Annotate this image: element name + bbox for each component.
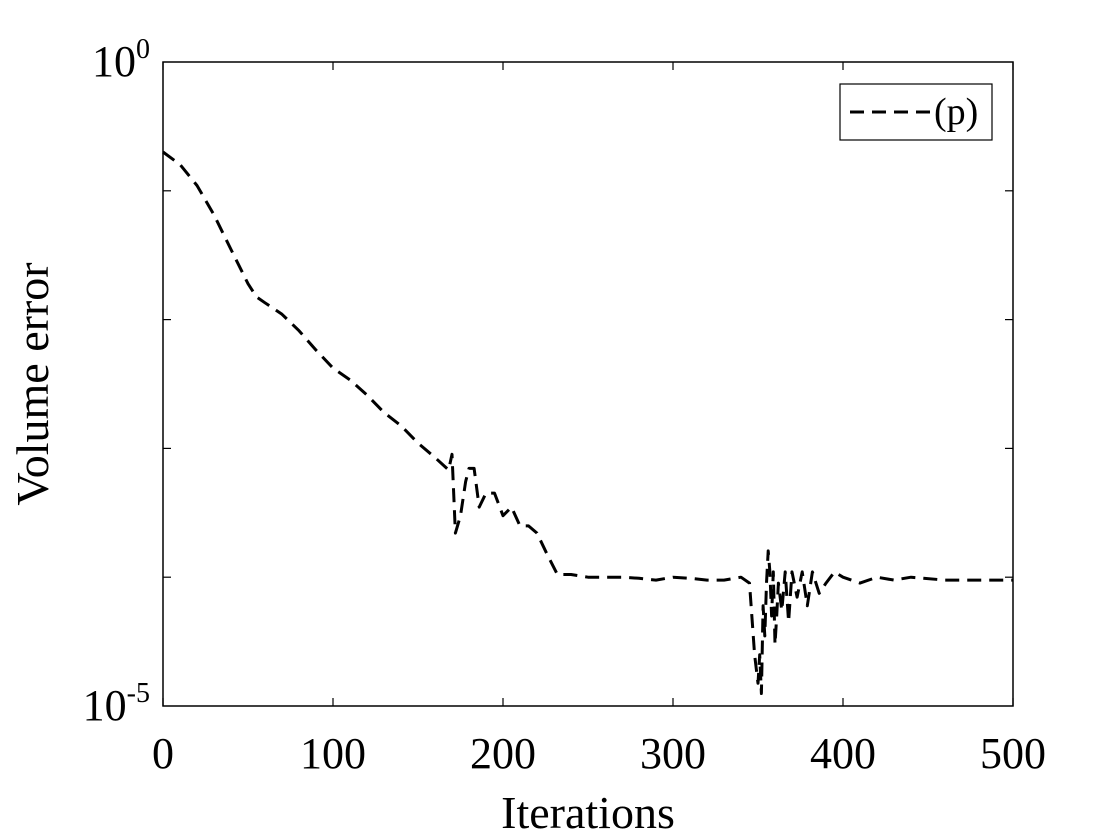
y-tick-label: 100 [92, 34, 150, 86]
y-tick-label: 10-5 [83, 678, 150, 730]
y-tick-base: 10 [83, 681, 127, 730]
legend-label: (p) [934, 91, 978, 133]
x-tick-label: 100 [300, 729, 366, 778]
x-axis-label: Iterations [501, 787, 675, 838]
x-tick-label: 0 [152, 729, 174, 778]
legend: (p) [839, 83, 993, 141]
x-tick-label: 400 [810, 729, 876, 778]
x-tick-label: 500 [980, 729, 1046, 778]
y-tick-exponent: 0 [136, 34, 150, 65]
y-tick-exponent: -5 [127, 678, 150, 709]
series-layer [162, 150, 1013, 695]
plot-area [162, 61, 1014, 707]
y-axis-label: Volume error [7, 262, 58, 505]
x-tick-label: 300 [640, 729, 706, 778]
series-line [162, 150, 1013, 695]
y-tick-base: 10 [92, 37, 136, 86]
x-tick-label: 200 [470, 729, 536, 778]
tick-marks [162, 62, 1014, 706]
